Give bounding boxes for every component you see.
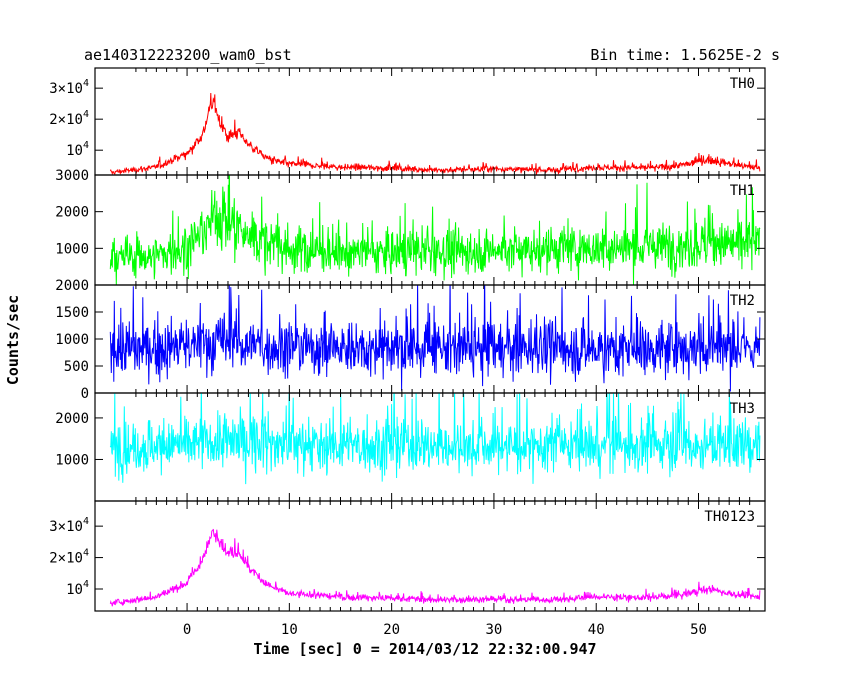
y-tick-label: 2×104 — [49, 548, 89, 567]
panel-th0123: 104 2×104 3×104 TH0123 — [49, 500, 766, 612]
y-tick-label: 1000 — [55, 332, 89, 348]
panel-th2: 0 500 1000 1500 2000 TH2 — [55, 278, 766, 402]
x-tick-label: 10 — [281, 622, 298, 638]
y-tick-label: 3000 — [55, 168, 89, 184]
panel-frame — [94, 500, 766, 612]
y-tick-label: 2000 — [55, 411, 89, 427]
series-th2 — [109, 285, 761, 392]
x-axis-ticks: 0 10 20 30 40 50 — [183, 622, 707, 638]
series-th0 — [109, 92, 761, 175]
x-tick-label: 50 — [690, 622, 707, 638]
y-tick-label: 104 — [66, 579, 89, 598]
x-tick-label: 20 — [383, 622, 400, 638]
panel-label-th2: TH2 — [730, 293, 755, 309]
y-axis-title: Counts/sec — [4, 295, 22, 385]
y-tick-label: 1000 — [55, 452, 89, 468]
y-tick-label: 2000 — [55, 278, 89, 294]
panel-frame — [94, 67, 766, 176]
y-tick-label: 3×104 — [49, 78, 89, 97]
series-th0123 — [109, 528, 761, 607]
panel-label-th1: TH1 — [730, 183, 755, 199]
y-tick-label: 3×104 — [49, 516, 89, 535]
panel-label-th3: TH3 — [730, 401, 755, 417]
x-tick-label: 30 — [486, 622, 503, 638]
y-tick-label: 0 — [81, 386, 89, 402]
y-tick-label: 2×104 — [49, 109, 89, 128]
panel-label-th0123: TH0123 — [704, 509, 755, 525]
x-tick-label: 0 — [183, 622, 191, 638]
panel-th0: 104 2×104 3×104 TH0 — [49, 67, 766, 176]
x-axis-title: Time [sec] 0 = 2014/03/12 22:32:00.947 — [253, 640, 596, 658]
panel-label-th0: TH0 — [730, 76, 755, 92]
y-tick-label: 1500 — [55, 305, 89, 321]
panel-th3: 1000 2000 TH3 — [55, 392, 766, 502]
panel-th1: 1000 2000 3000 TH1 — [55, 168, 766, 286]
x-tick-label: 40 — [588, 622, 605, 638]
chart-title: ae140312223200_wam0_bst — [84, 46, 292, 64]
y-tick-label: 104 — [66, 140, 89, 159]
series-th3 — [109, 393, 761, 485]
series-th1 — [109, 175, 761, 285]
chart-subtitle: Bin time: 1.5625E-2 s — [590, 46, 780, 64]
y-tick-label: 1000 — [55, 241, 89, 257]
y-tick-label: 500 — [64, 359, 89, 375]
y-tick-label: 2000 — [55, 205, 89, 221]
